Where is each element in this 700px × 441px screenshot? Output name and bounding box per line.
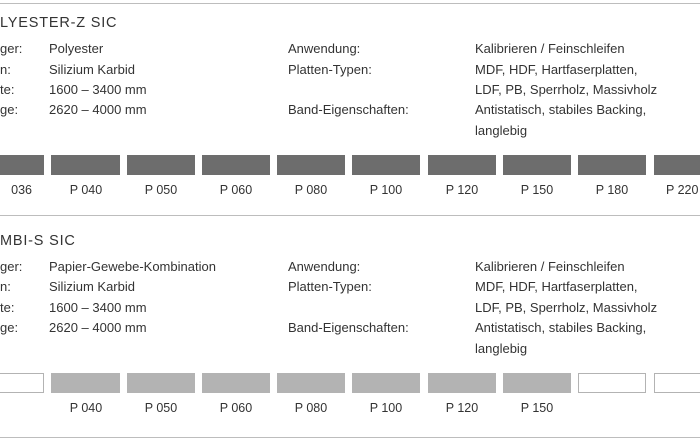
- section-2-value-2: Silizium Karbid: [49, 279, 135, 294]
- section-1-label-2: n:: [0, 62, 11, 77]
- grit-label: P 220: [666, 183, 699, 197]
- grit-swatch: [277, 155, 345, 175]
- grit-swatch: [654, 373, 700, 393]
- section-2-value-3: 1600 – 3400 mm: [49, 300, 147, 315]
- grit-swatch: [428, 155, 496, 175]
- grit-swatch: [503, 155, 571, 175]
- section-2-key-1: Anwendung:: [288, 259, 361, 274]
- section-1-key-2: Platten-Typen:: [288, 62, 372, 77]
- section-2-val-1: Kalibrieren / Feinschleifen: [475, 259, 625, 274]
- grit-swatch: [0, 155, 44, 175]
- grit-swatch: [51, 155, 120, 175]
- section-1-value-3: 1600 – 3400 mm: [49, 82, 147, 97]
- bottom-divider: [0, 437, 700, 438]
- grit-swatch: [202, 373, 270, 393]
- section-1-key-4: Band-Eigenschaften:: [288, 102, 409, 117]
- grit-swatch: [503, 373, 571, 393]
- section-2-val-3: LDF, PB, Sperrholz, Massivholz: [475, 300, 658, 315]
- section-1-label-1: ger:: [0, 41, 23, 56]
- section-1-val-1: Kalibrieren / Feinschleifen: [475, 41, 625, 56]
- section-1-val-3: LDF, PB, Sperrholz, Massivholz: [475, 82, 658, 97]
- grit-label: P 120: [445, 183, 479, 197]
- section-2-val-4: Antistatisch, stabiles Backing,: [475, 320, 647, 335]
- grit-swatch: [51, 373, 120, 393]
- section-1-label-3: te:: [0, 82, 15, 97]
- section-2-val-2: MDF, HDF, Hartfaserplatten,: [475, 279, 638, 294]
- grit-label: P 080: [294, 401, 328, 415]
- section-2-title: MBI-S SIC: [0, 233, 76, 249]
- section-2-key-2: Platten-Typen:: [288, 279, 372, 294]
- grit-swatch: [654, 155, 700, 175]
- section-1-val-5: langlebig: [475, 123, 528, 138]
- section-1-val-2: MDF, HDF, Hartfaserplatten,: [475, 62, 638, 77]
- grit-label: P 080: [294, 183, 328, 197]
- grit-swatch: [127, 155, 195, 175]
- grit-swatch: [352, 155, 420, 175]
- grit-label: P 060: [219, 183, 253, 197]
- grit-label: P 060: [219, 401, 253, 415]
- grit-label: P 100: [369, 183, 403, 197]
- grit-label: P 050: [144, 401, 178, 415]
- grit-label: 036: [11, 183, 32, 197]
- section-1-value-1: Polyester: [49, 41, 104, 56]
- grit-label: P 150: [520, 401, 554, 415]
- section-2-value-1: Papier-Gewebe-Kombination: [49, 259, 216, 274]
- section-2-label-3: te:: [0, 300, 15, 315]
- section-1-value-2: Silizium Karbid: [49, 62, 135, 77]
- grit-swatch: [578, 155, 646, 175]
- section-1-value-4: 2620 – 4000 mm: [49, 102, 147, 117]
- section-2-label-2: n:: [0, 279, 11, 294]
- grit-swatch: [0, 373, 44, 393]
- section-2-label-4: ge:: [0, 320, 19, 335]
- section-1-key-1: Anwendung:: [288, 41, 361, 56]
- grit-swatch: [202, 155, 270, 175]
- section-1-title: LYESTER-Z SIC: [0, 15, 118, 31]
- top-divider: [0, 3, 700, 4]
- grit-swatch: [428, 373, 496, 393]
- grit-swatch: [352, 373, 420, 393]
- section-1-val-4: Antistatisch, stabiles Backing,: [475, 102, 647, 117]
- grit-label: P 100: [369, 401, 403, 415]
- section-2-val-5: langlebig: [475, 341, 528, 356]
- section-2-key-4: Band-Eigenschaften:: [288, 320, 409, 335]
- grit-label: P 120: [445, 401, 479, 415]
- grit-label: P 040: [69, 401, 103, 415]
- grit-label: P 180: [595, 183, 629, 197]
- grit-swatch: [277, 373, 345, 393]
- grit-label: P 040: [69, 183, 103, 197]
- section-2-value-4: 2620 – 4000 mm: [49, 320, 147, 335]
- grit-label: P 150: [520, 183, 554, 197]
- section-divider: [0, 215, 700, 216]
- grit-label: P 050: [144, 183, 178, 197]
- grit-swatch: [127, 373, 195, 393]
- grit-swatch: [578, 373, 646, 393]
- section-1-label-4: ge:: [0, 102, 19, 117]
- section-2-label-1: ger:: [0, 259, 23, 274]
